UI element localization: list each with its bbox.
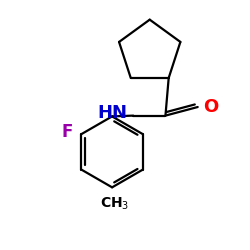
Text: O: O xyxy=(203,98,218,116)
Text: F: F xyxy=(62,123,73,141)
Text: HN: HN xyxy=(98,104,128,122)
Text: CH$_3$: CH$_3$ xyxy=(100,196,129,212)
